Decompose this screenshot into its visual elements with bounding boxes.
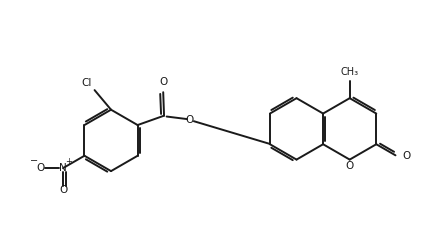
Text: N: N [59, 163, 67, 173]
Text: O: O [345, 161, 353, 171]
Text: Cl: Cl [81, 78, 92, 88]
Text: O: O [185, 115, 194, 125]
Text: +: + [65, 157, 72, 166]
Text: −: − [30, 156, 38, 166]
Text: O: O [159, 77, 167, 87]
Text: CH₃: CH₃ [340, 67, 358, 77]
Text: O: O [59, 185, 67, 195]
Text: O: O [37, 163, 45, 173]
Text: O: O [402, 151, 410, 161]
